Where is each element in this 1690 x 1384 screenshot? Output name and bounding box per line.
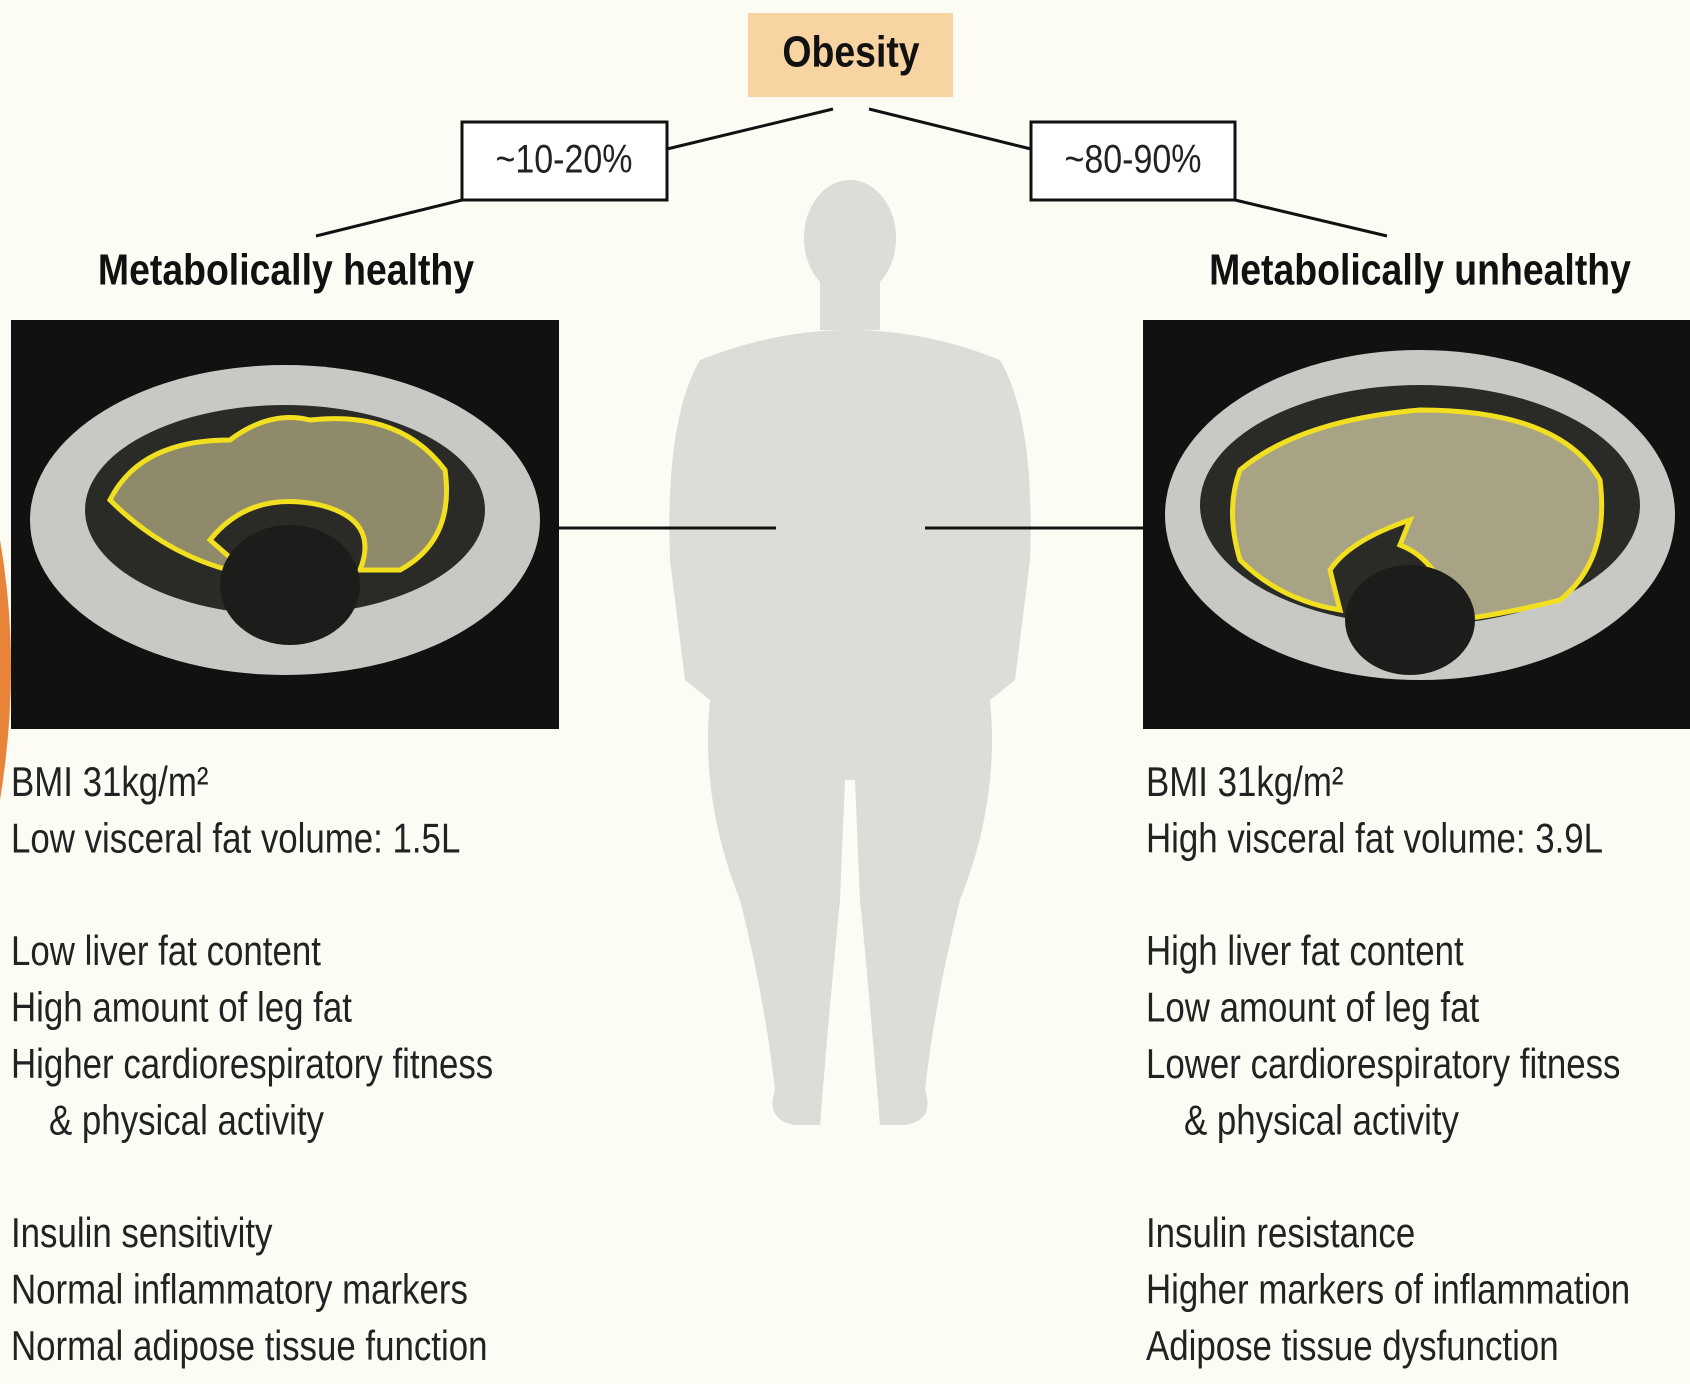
mri-image xyxy=(11,320,559,729)
list-item: High visceral fat volume: 3.9L xyxy=(1146,816,1603,863)
list-item: High liver fat content xyxy=(1146,928,1464,975)
list-item: Low visceral fat volume: 1.5L xyxy=(11,816,460,863)
list-item: & physical activity xyxy=(1184,1098,1460,1145)
list-item: Higher cardiorespiratory fitness xyxy=(11,1041,493,1088)
list-item: Insulin sensitivity xyxy=(11,1210,273,1257)
list-item: & physical activity xyxy=(49,1098,325,1145)
list-item: Low amount of leg fat xyxy=(1146,985,1479,1032)
diagram: Obesity ~10-20% ~80-90% Metabolically he… xyxy=(0,0,1690,1384)
list-item: Higher markers of inflammation xyxy=(1146,1267,1630,1314)
list-item: Normal inflammatory markers xyxy=(11,1267,468,1314)
list-item: High amount of leg fat xyxy=(11,985,352,1032)
list-item: BMI 31kg/m² xyxy=(1146,759,1344,806)
list-item: Insulin resistance xyxy=(1146,1210,1415,1257)
percent-label: ~80-90% xyxy=(1064,136,1201,181)
group-heading: Metabolically unhealthy xyxy=(1209,245,1631,295)
title: Obesity xyxy=(782,27,919,77)
percent-label: ~10-20% xyxy=(495,136,632,181)
list-item: Low liver fat content xyxy=(11,928,321,975)
list-item: Normal adipose tissue function xyxy=(11,1323,487,1370)
list-item: BMI 31kg/m² xyxy=(11,759,209,806)
mri-image xyxy=(1143,320,1690,729)
list-item: Lower cardiorespiratory fitness xyxy=(1146,1041,1620,1088)
group-heading: Metabolically healthy xyxy=(98,245,474,295)
list-item: Adipose tissue dysfunction xyxy=(1146,1323,1559,1370)
